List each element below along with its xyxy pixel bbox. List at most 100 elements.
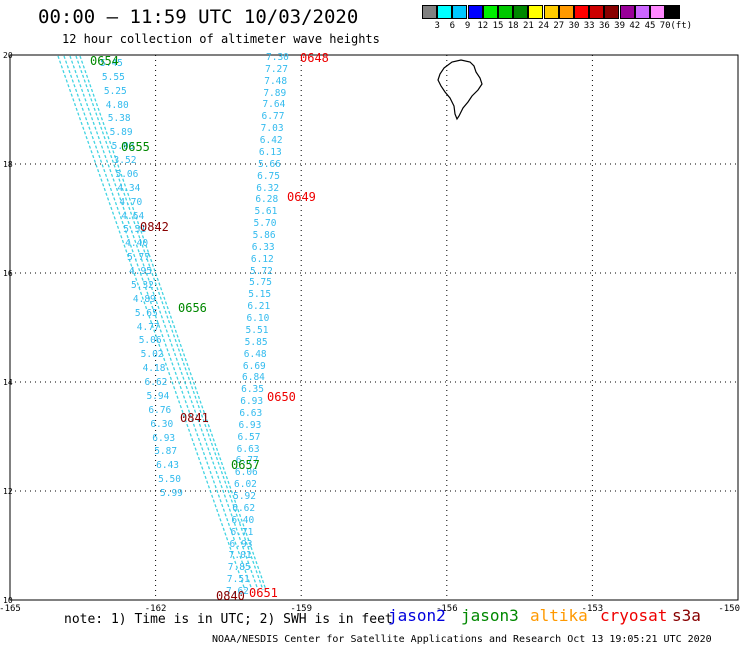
- swh-value: 5.77: [127, 252, 150, 264]
- legend-s3a: s3a: [672, 606, 701, 625]
- swh-value: 5.85: [244, 336, 268, 348]
- pass-time-label: 0654: [90, 54, 119, 68]
- scale-swatch: [528, 5, 544, 19]
- swh-value: 6.32: [256, 182, 280, 194]
- scale-swatch: [558, 5, 574, 19]
- pass-time-label: 0841: [180, 411, 209, 425]
- legend-jason2: jason2: [388, 606, 446, 625]
- scale-swatch: [604, 5, 620, 19]
- map-frame: [9, 54, 739, 601]
- swh-value: 5.86: [252, 230, 276, 241]
- swh-value: 5.31: [123, 224, 147, 236]
- scale-label: 42: [629, 21, 641, 31]
- legend-jason3: jason3: [461, 606, 519, 625]
- swh-value: 6.33: [251, 241, 275, 253]
- lat-tick-label: 12: [3, 487, 13, 496]
- swh-value: 6.13: [258, 146, 282, 158]
- swh-value: 5.75: [249, 277, 272, 289]
- scale-swatch: [650, 5, 665, 19]
- scale-label: 3: [434, 21, 440, 31]
- swh-value: 4.64: [121, 210, 145, 222]
- swh-value: 5.38: [107, 113, 131, 125]
- swh-value: 6.62: [144, 377, 168, 389]
- pass-time-label: 0655: [121, 140, 150, 154]
- swh-value: 5.55: [101, 71, 125, 83]
- swh-value: 4.18: [142, 363, 166, 375]
- pass-time-label: 0651: [249, 586, 278, 600]
- scale-swatch: [498, 5, 513, 19]
- altimeter-track-line: [57, 55, 246, 591]
- swh-value: 6.93: [152, 432, 176, 444]
- swh-value: 6.21: [247, 301, 271, 313]
- scale-swatch: [574, 5, 589, 19]
- lon-tick-label: -150: [718, 604, 740, 614]
- swh-value: 6.75: [257, 170, 280, 182]
- swh-value: 5.25: [103, 85, 127, 97]
- swh-value: 4.89: [132, 293, 156, 305]
- pass-time-label: 0650: [267, 390, 296, 404]
- scale-label: 27: [553, 21, 565, 31]
- lat-tick-label: 10: [3, 596, 13, 605]
- swh-value: 6.76: [148, 404, 172, 416]
- swh-value: 6.48: [243, 348, 267, 360]
- pass-time-label: 0649: [287, 190, 316, 204]
- swh-value: 5.45: [100, 58, 123, 69]
- scale-swatch: [437, 5, 453, 19]
- swh-value: 7.48: [264, 75, 288, 87]
- scale-swatch: [422, 5, 437, 19]
- swh-value: 6.63: [239, 408, 263, 419]
- swh-value: 5.02: [140, 349, 164, 361]
- swh-value: 3.52: [113, 155, 137, 167]
- pass-time-label: 0648: [300, 51, 329, 65]
- swh-value: 6.02: [234, 479, 257, 491]
- swh-value: 7.01: [228, 550, 252, 562]
- scale-swatch: [634, 5, 650, 19]
- swh-value: 7.89: [263, 87, 287, 99]
- swh-value: 5.70: [253, 218, 277, 230]
- scale-label: 39: [614, 21, 626, 31]
- lon-tick-label: -159: [290, 604, 312, 614]
- legend-cryosat: cryosat: [600, 606, 668, 625]
- swh-value: 5.03: [111, 141, 135, 153]
- scale-label: 70: [659, 21, 671, 31]
- swh-value: 6.10: [246, 313, 270, 325]
- swh-value: 5.99: [160, 488, 183, 499]
- swh-value: 5.87: [154, 446, 178, 458]
- lon-tick-label: -165: [0, 604, 21, 614]
- swh-value: 4.70: [119, 196, 143, 208]
- altimeter-track-line: [63, 55, 253, 591]
- scale-label: 12: [477, 21, 489, 31]
- legend-altika: altika: [530, 606, 588, 625]
- swh-value: 6.42: [259, 135, 283, 147]
- lon-tick-label: -162: [145, 604, 167, 614]
- pass-time-label: 0840: [216, 589, 245, 603]
- scale-swatch: [467, 5, 483, 19]
- swh-value: 5.89: [109, 127, 133, 139]
- scale-swatch: [665, 5, 681, 19]
- swh-value: 4.34: [117, 182, 141, 194]
- swh-value: 4.77: [136, 321, 160, 333]
- scale-swatch: [589, 5, 605, 19]
- lat-tick-label: 20: [3, 51, 13, 60]
- scale-label: 15: [492, 21, 504, 31]
- swh-value: 5.66: [258, 158, 281, 170]
- swh-value: 5.06: [138, 335, 162, 347]
- swh-value: 7.27: [265, 63, 288, 75]
- pass-time-label: 0657: [231, 458, 260, 472]
- swh-value: 6.63: [236, 443, 260, 455]
- lat-tick-label: 14: [3, 378, 13, 387]
- swh-value: 7.64: [262, 99, 286, 111]
- swh-value: 6.93: [238, 419, 262, 431]
- scale-label: 30: [568, 21, 580, 31]
- lat-tick-label: 18: [3, 160, 13, 169]
- swh-value: 6.57: [237, 431, 261, 443]
- swh-value: 7.62: [226, 586, 249, 597]
- swh-value: 6.43: [156, 460, 180, 472]
- swh-value: 6.30: [150, 418, 174, 430]
- swh-value: 4.95: [129, 266, 152, 278]
- pass-time-label: 0842: [140, 220, 169, 234]
- scale-label: 24: [538, 21, 550, 31]
- scale-label: 21: [522, 21, 534, 31]
- swh-value: 6.71: [230, 526, 254, 538]
- lat-tick-label: 16: [3, 269, 13, 278]
